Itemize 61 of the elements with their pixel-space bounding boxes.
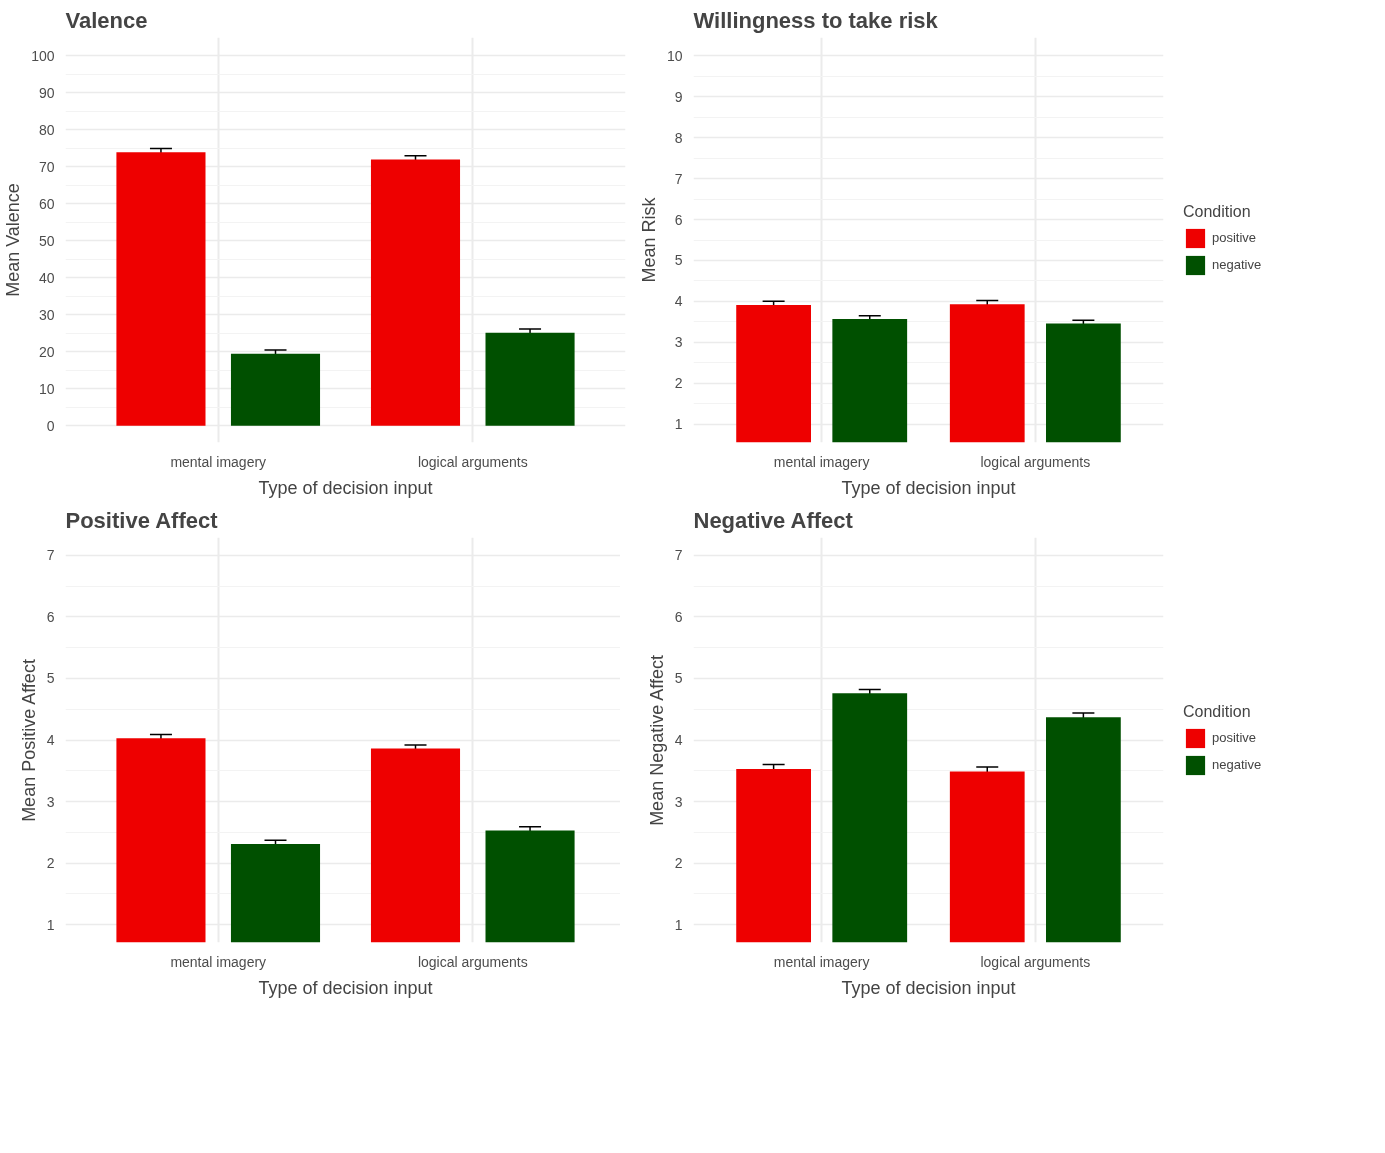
legend-label: positive — [1212, 730, 1257, 745]
y-tick-label: 100 — [31, 47, 55, 64]
y-tick-label: 2 — [674, 855, 683, 872]
x-tick-label: mental imagery — [773, 453, 870, 470]
x-axis-title: Type of decision input — [258, 977, 433, 998]
chart-title: Willingness to take risk — [693, 7, 939, 33]
y-tick-label: 2 — [674, 375, 683, 392]
chart-title: Negative Affect — [693, 507, 854, 533]
legend-label: negative — [1212, 257, 1262, 272]
legend-title: Condition — [1183, 202, 1252, 221]
x-axis-title: Type of decision input — [258, 477, 433, 498]
y-tick-label: 5 — [46, 670, 55, 687]
y-tick-label: 5 — [674, 252, 683, 269]
y-tick-label: 20 — [38, 343, 55, 360]
x-tick-label: logical arguments — [980, 953, 1091, 970]
chart-title: Positive Affect — [65, 507, 219, 533]
y-tick-label: 2 — [46, 855, 55, 872]
y-tick-label: 6 — [674, 608, 683, 625]
legend-label: positive — [1212, 230, 1257, 245]
y-tick-label: 30 — [38, 306, 55, 323]
y-tick-label: 6 — [46, 608, 55, 625]
y-tick-label: 4 — [46, 732, 55, 748]
y-tick-label: 7 — [674, 547, 683, 564]
legend-label: negative — [1212, 757, 1262, 772]
y-tick-label: 8 — [674, 129, 683, 146]
x-tick-label: logical arguments — [417, 453, 528, 470]
y-axis-title: Mean Risk — [638, 196, 659, 283]
y-tick-label: 5 — [674, 670, 683, 687]
y-tick-label: 70 — [38, 158, 55, 175]
y-tick-label: 40 — [38, 269, 55, 286]
y-tick-label: 60 — [38, 195, 55, 212]
x-tick-label: mental imagery — [170, 953, 267, 970]
y-axis-title: Mean Positive Affect — [18, 659, 39, 822]
y-tick-label: 3 — [674, 793, 683, 810]
y-tick-label: 7 — [46, 547, 55, 564]
y-tick-label: 1 — [674, 916, 683, 933]
y-axis-title: Mean Valence — [3, 183, 24, 297]
x-tick-label: logical arguments — [980, 453, 1091, 470]
y-tick-label: 4 — [674, 732, 683, 748]
y-axis-title: Mean Negative Affect — [646, 655, 667, 826]
x-tick-label: mental imagery — [170, 453, 267, 470]
y-tick-label: 7 — [674, 170, 683, 187]
y-tick-label: 10 — [38, 380, 55, 397]
y-tick-label: 90 — [38, 84, 55, 101]
y-tick-label: 9 — [674, 88, 683, 105]
y-tick-label: 3 — [674, 334, 683, 351]
y-tick-label: 50 — [38, 232, 55, 249]
y-tick-label: 1 — [674, 416, 683, 433]
x-axis-title: Type of decision input — [841, 977, 1016, 998]
y-tick-label: 1 — [46, 916, 55, 933]
y-tick-label: 3 — [46, 793, 55, 810]
y-tick-label: 10 — [666, 47, 683, 64]
y-tick-label: 4 — [674, 293, 683, 310]
x-tick-label: logical arguments — [417, 953, 528, 970]
chart-title: Valence — [65, 7, 148, 33]
y-tick-label: 0 — [46, 417, 55, 434]
x-axis-title: Type of decision input — [841, 477, 1016, 498]
legend-title: Condition — [1183, 702, 1252, 721]
x-tick-label: mental imagery — [773, 953, 870, 970]
y-tick-label: 6 — [674, 211, 683, 228]
y-tick-label: 80 — [38, 121, 55, 138]
